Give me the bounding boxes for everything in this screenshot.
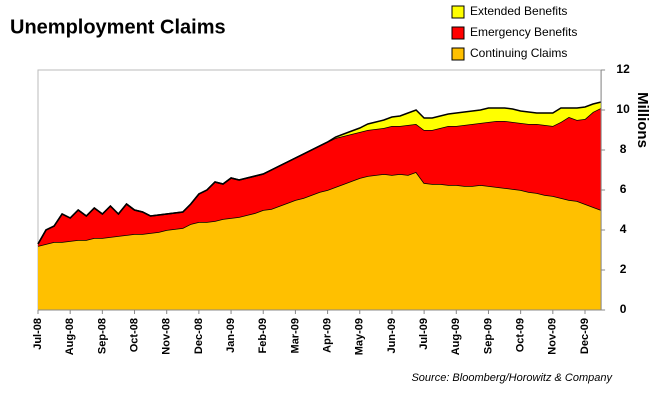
legend-label: Emergency Benefits <box>470 25 577 39</box>
x-tick-label: Aug-08 <box>64 318 76 355</box>
x-tick-label: Jan-09 <box>225 318 237 353</box>
y-tick-label: 10 <box>616 102 630 116</box>
legend-swatch <box>451 5 465 19</box>
area <box>38 172 602 310</box>
y-tick-label: 4 <box>620 222 627 236</box>
x-tick-label: Aug-09 <box>450 318 462 355</box>
x-tick-label: Mar-09 <box>289 318 301 353</box>
legend-swatch <box>451 47 465 61</box>
chart-title: Unemployment Claims <box>10 16 226 38</box>
x-tick-label: Feb-09 <box>257 318 269 353</box>
x-tick-label: Dec-08 <box>193 318 205 354</box>
x-tick-label: Sep-08 <box>96 318 108 354</box>
y-tick-label: 8 <box>620 142 627 156</box>
y-tick-label: 6 <box>620 182 627 196</box>
source-note: Source: Bloomberg/Horowitz & Company <box>411 372 613 384</box>
y-axis-title: Millions <box>634 92 651 148</box>
x-tick-label: Apr-09 <box>321 318 333 353</box>
x-tick-label: May-09 <box>354 318 366 355</box>
x-tick-label: Oct-08 <box>128 318 140 352</box>
area <box>38 108 602 246</box>
x-tick-label: Dec-09 <box>579 318 591 354</box>
y-tick-label: 2 <box>620 262 627 276</box>
legend-swatch <box>451 26 465 40</box>
x-tick-label: Oct-09 <box>515 318 527 352</box>
x-tick-label: Jul-09 <box>418 318 430 350</box>
legend-label: Continuing Claims <box>470 46 567 60</box>
y-tick-label: 12 <box>616 62 630 76</box>
x-tick-label: Nov-09 <box>547 318 559 355</box>
legend-label: Extended Benefits <box>470 4 567 18</box>
area <box>38 102 602 244</box>
area-outline <box>37 101 602 245</box>
x-tick-label: Nov-08 <box>161 318 173 355</box>
x-tick-label: Sep-09 <box>482 318 494 354</box>
y-tick-label: 0 <box>620 302 627 316</box>
x-tick-label: Jul-08 <box>32 318 44 350</box>
x-tick-label: Jun-09 <box>386 318 398 353</box>
